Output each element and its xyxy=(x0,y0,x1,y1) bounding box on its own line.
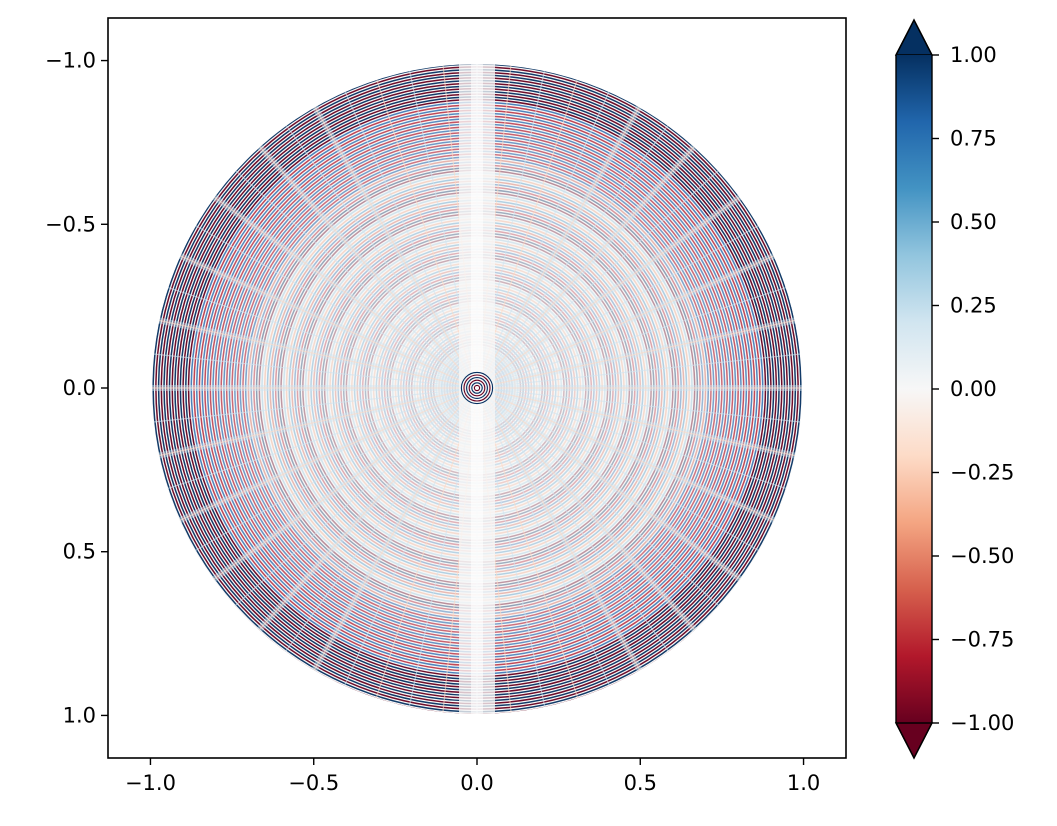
disk-spoke xyxy=(193,387,478,552)
disk-spoke xyxy=(476,387,696,632)
disk-spoke xyxy=(166,286,478,389)
heatmap-disk xyxy=(152,64,802,714)
colorbar-tick-label: 0.75 xyxy=(950,127,997,151)
disk-spoke xyxy=(313,387,478,672)
y-tick-label: 1.0 xyxy=(63,703,96,727)
y-axis: −1.0 −0.5 0.0 0.5 1.0 xyxy=(45,49,108,727)
colorbar-ticks: 1.00 0.75 0.50 0.25 0.00 −0.25 −0.50 −0.75 −1.00 xyxy=(932,43,1014,735)
disk-spoke xyxy=(476,387,670,653)
disk-spoke xyxy=(476,169,721,389)
disk-spoke xyxy=(258,144,478,389)
colorbar-tick-label: 1.00 xyxy=(950,43,997,67)
disk-spoke xyxy=(476,195,742,389)
y-tick-label: −1.0 xyxy=(45,49,96,73)
y-tick-label: 0.0 xyxy=(63,376,96,400)
colorbar-tick-label: 0.25 xyxy=(950,294,997,318)
disk-spoke xyxy=(476,387,641,672)
x-axis: −1.0 −0.5 0.0 0.5 1.0 xyxy=(125,758,820,795)
colorbar-tick-label: 0.50 xyxy=(950,210,997,234)
disk-center-ring xyxy=(466,377,488,399)
disk-spoke xyxy=(476,144,696,389)
disk-spoke xyxy=(166,387,478,490)
disk-spoke xyxy=(157,319,478,389)
disk-spoke xyxy=(193,224,478,389)
disk-spoke xyxy=(157,387,478,457)
disk-spoke xyxy=(476,387,797,457)
disk-spoke xyxy=(476,286,788,389)
disk-spoke xyxy=(476,387,761,552)
disk-spoke xyxy=(476,353,802,389)
disk-spoke xyxy=(284,123,478,389)
disk-spoke xyxy=(152,353,478,389)
disk-spoke xyxy=(476,224,761,389)
x-tick-label: 0.5 xyxy=(624,771,657,795)
plot-area: −1.0 −0.5 0.0 0.5 1.0 −1.0 −0.5 0.0 0.5 1.0 xyxy=(45,17,847,795)
disk-spoke xyxy=(476,104,641,389)
colorbar-extend-high xyxy=(894,18,934,56)
disk-spoke xyxy=(178,387,478,522)
disk-center-ring xyxy=(460,371,494,405)
disk-spoke xyxy=(476,387,721,607)
disk-spoke xyxy=(212,195,478,389)
disk-spoke xyxy=(476,387,788,490)
disk-spoke xyxy=(476,387,742,581)
disk-spoke xyxy=(343,89,478,389)
disk-spoke xyxy=(152,387,478,423)
x-tick-label: −1.0 xyxy=(125,771,176,795)
disk-spoke xyxy=(178,254,478,389)
disk-spoke xyxy=(476,319,797,389)
colorbar-extend-low xyxy=(894,722,934,760)
disk-center-ring xyxy=(471,382,483,394)
x-tick-label: −0.5 xyxy=(288,771,339,795)
disk-overlay xyxy=(459,64,495,714)
colorbar-tick-label: −0.50 xyxy=(950,544,1014,568)
disk-spoke xyxy=(313,104,478,389)
x-tick-label: 1.0 xyxy=(787,771,820,795)
colorbar-tick-label: −1.00 xyxy=(950,711,1014,735)
y-tick-label: 0.5 xyxy=(63,540,96,564)
disk-spoke xyxy=(212,387,478,581)
disk-center-ring xyxy=(463,374,491,402)
disk-center-line xyxy=(471,64,483,714)
colorbar-tick-label: −0.75 xyxy=(950,628,1014,652)
disk-spoke xyxy=(233,169,478,389)
disk-spoke xyxy=(343,387,478,687)
y-tick-label: −0.5 xyxy=(45,212,96,236)
disk-spoke xyxy=(233,387,478,607)
disk-spoke xyxy=(476,387,611,687)
colorbar-tick-label: 0.00 xyxy=(950,377,997,401)
colorbar: 1.00 0.75 0.50 0.25 0.00 −0.25 −0.50 −0.75 −1.00 xyxy=(894,18,1014,760)
disk-center-ring xyxy=(473,384,481,392)
disk-spoke xyxy=(476,254,776,389)
disk-center-ring xyxy=(468,379,486,397)
colorbar-gradient xyxy=(896,55,932,723)
disk-spoke xyxy=(258,387,478,632)
x-tick-label: 0.0 xyxy=(460,771,493,795)
disk-spoke xyxy=(476,89,611,389)
disk-spoke xyxy=(476,387,776,522)
disk-spoke xyxy=(476,123,670,389)
disk-spoke xyxy=(284,387,478,653)
colorbar-tick-label: −0.25 xyxy=(950,461,1014,485)
disk-spoke xyxy=(476,387,802,423)
